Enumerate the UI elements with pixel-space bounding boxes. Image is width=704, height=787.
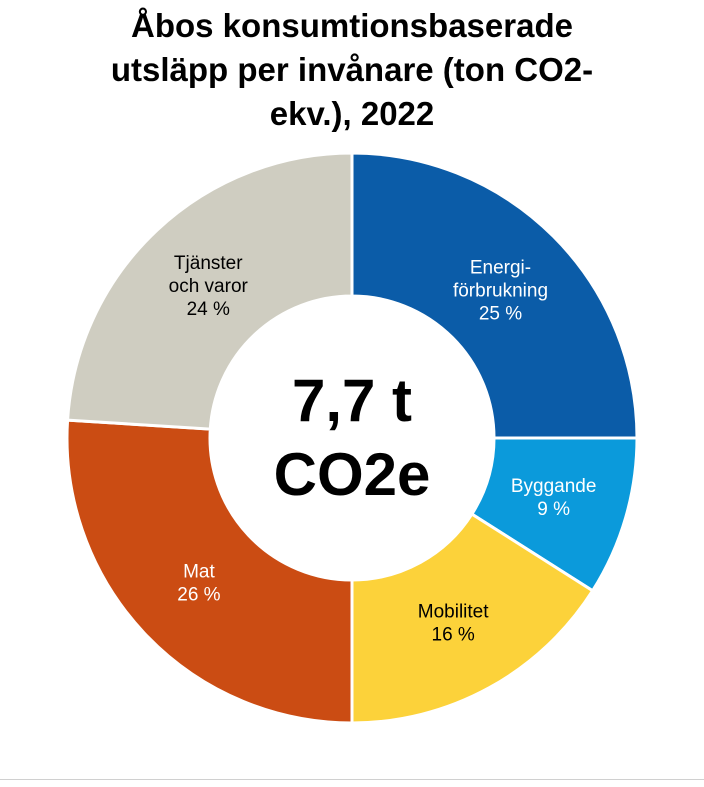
- slice-category-label: förbrukning: [453, 281, 548, 302]
- slice-category-label: och varor: [169, 276, 249, 297]
- slice-value-label: 25 %: [479, 304, 522, 325]
- slice-category-label: Energi-: [470, 258, 531, 279]
- center-label-line-1: 7,7 t: [292, 367, 412, 434]
- donut-slice-3: [65, 418, 354, 725]
- slice-value-label: 24 %: [187, 299, 230, 320]
- slice-label-4: Tjänster och varor 24 %: [169, 253, 249, 320]
- slice-category-label: Tjänster: [174, 253, 243, 274]
- slice-label-2: Mobilitet 16 %: [418, 602, 489, 646]
- bottom-divider: [0, 779, 704, 780]
- slice-category-label: Mobilitet: [418, 602, 489, 623]
- slice-value-label: 26 %: [177, 584, 220, 605]
- donut-slice-2: [350, 512, 595, 725]
- slice-value-label: 9 %: [537, 499, 570, 520]
- chart-title-line-3: ekv.), 2022: [269, 95, 435, 132]
- slice-label-3: Mat 26 %: [177, 561, 220, 605]
- slice-category-label: Byggande: [511, 476, 597, 497]
- chart-title-line-1: Åbos konsumtionsbaserade: [131, 7, 573, 44]
- chart-title-line-2: utsläpp per invånare (ton CO2-: [110, 51, 594, 88]
- center-label-line-2: CO2e: [274, 441, 431, 508]
- slice-label-1: Byggande 9 %: [511, 476, 597, 520]
- slice-label-0: Energi-förbrukning 25 %: [453, 258, 548, 325]
- chart-title: Åbos konsumtionsbaserade utsläpp per inv…: [0, 4, 704, 136]
- slice-category-label: Mat: [183, 561, 215, 582]
- donut-slice-4: [65, 151, 354, 431]
- slice-value-label: 16 %: [432, 625, 475, 646]
- center-total-label: 7,7 t CO2e: [274, 367, 431, 508]
- donut-slice-0: [350, 151, 639, 440]
